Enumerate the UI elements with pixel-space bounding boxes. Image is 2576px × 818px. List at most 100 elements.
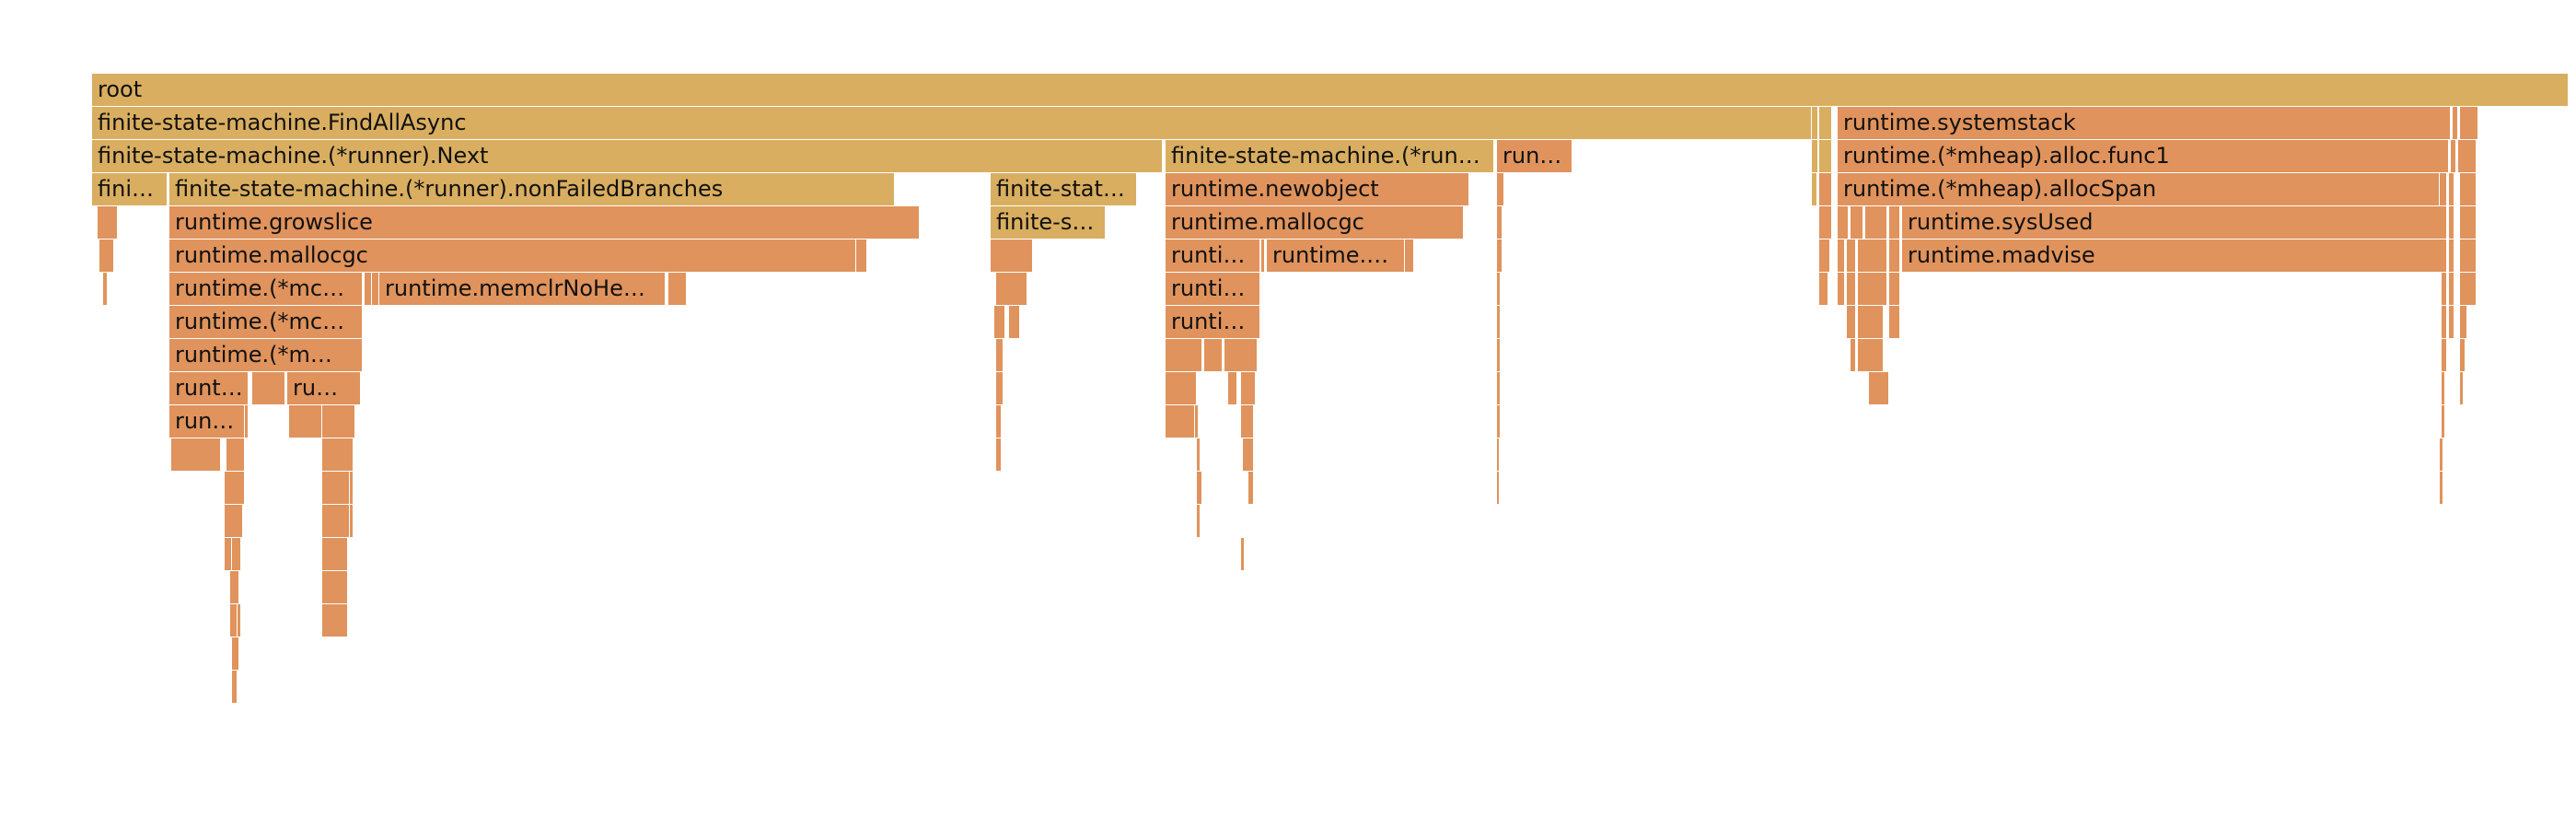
flame-frame[interactable] bbox=[1838, 206, 1849, 239]
flame-frame[interactable]: finite-stat… bbox=[991, 173, 1137, 205]
flame-frame[interactable]: run… bbox=[169, 405, 245, 438]
flame-frame[interactable] bbox=[1241, 372, 1256, 404]
flame-frame[interactable]: run… bbox=[1497, 140, 1572, 172]
flame-frame[interactable]: runtime.memclrNoHe… bbox=[379, 273, 666, 305]
flame-frame[interactable] bbox=[2458, 140, 2477, 172]
flame-frame[interactable] bbox=[365, 273, 372, 305]
flame-frame[interactable] bbox=[99, 240, 114, 272]
flame-frame[interactable] bbox=[2460, 339, 2466, 371]
flame-frame[interactable]: runtime.(*mc… bbox=[169, 306, 363, 338]
flame-frame[interactable] bbox=[171, 438, 221, 471]
flame-frame[interactable] bbox=[1497, 438, 1500, 471]
flame-frame[interactable]: finite-state-machine.(*runner).Next bbox=[92, 140, 1163, 172]
flame-frame[interactable] bbox=[1497, 472, 1500, 504]
flame-frame[interactable] bbox=[996, 273, 1027, 305]
flame-frame[interactable] bbox=[289, 405, 322, 438]
flame-frame[interactable] bbox=[225, 505, 243, 537]
flame-frame[interactable] bbox=[2460, 306, 2467, 338]
flame-frame[interactable]: root bbox=[92, 74, 2569, 106]
flame-frame[interactable] bbox=[996, 372, 1004, 404]
flame-frame[interactable] bbox=[1497, 405, 1501, 438]
flame-frame[interactable] bbox=[232, 671, 238, 703]
flame-frame[interactable] bbox=[1819, 107, 1832, 139]
flame-frame[interactable] bbox=[996, 438, 1002, 471]
flame-frame[interactable]: runtime.growslice bbox=[169, 206, 920, 239]
flame-frame[interactable]: finite-state-machine.(*runner).nonFailed… bbox=[169, 173, 895, 205]
flame-frame[interactable] bbox=[2440, 206, 2447, 239]
flame-frame[interactable] bbox=[322, 438, 354, 471]
flame-frame[interactable] bbox=[252, 372, 285, 404]
flame-frame[interactable] bbox=[2442, 306, 2447, 338]
flame-frame[interactable]: runtime.systemstack bbox=[1838, 107, 2451, 139]
flame-frame[interactable] bbox=[1847, 273, 1856, 305]
flame-frame[interactable] bbox=[1497, 339, 1501, 371]
flame-frame[interactable] bbox=[1847, 306, 1856, 338]
flame-frame[interactable] bbox=[2440, 240, 2447, 272]
flame-frame[interactable] bbox=[1858, 339, 1884, 371]
flame-frame[interactable] bbox=[2442, 372, 2445, 404]
flame-frame[interactable] bbox=[1819, 206, 1832, 239]
flame-frame[interactable] bbox=[2460, 206, 2477, 239]
flame-frame[interactable] bbox=[994, 306, 1005, 338]
flame-frame[interactable] bbox=[1847, 240, 1856, 272]
flame-frame[interactable] bbox=[1241, 538, 1245, 570]
flame-frame[interactable] bbox=[1405, 240, 1414, 272]
flame-frame[interactable] bbox=[1497, 173, 1504, 205]
flame-frame[interactable]: runtime.madvise bbox=[1902, 240, 2441, 272]
flame-frame[interactable] bbox=[2442, 405, 2445, 438]
flame-frame[interactable]: runtime.mallocgc bbox=[1166, 206, 1464, 239]
flame-frame[interactable] bbox=[1166, 372, 1197, 404]
flame-frame[interactable] bbox=[2442, 339, 2447, 371]
flame-frame[interactable] bbox=[2442, 273, 2447, 305]
flame-frame[interactable] bbox=[232, 637, 239, 670]
flame-frame[interactable] bbox=[1497, 306, 1501, 338]
flame-frame[interactable] bbox=[322, 571, 348, 603]
flame-frame[interactable] bbox=[230, 604, 238, 637]
flame-frame[interactable]: runtime.(*mheap).allocSpan bbox=[1838, 173, 2440, 205]
flame-frame[interactable] bbox=[1812, 140, 1818, 172]
flame-frame[interactable] bbox=[1228, 372, 1237, 404]
flame-frame[interactable] bbox=[1889, 306, 1900, 338]
flame-frame[interactable] bbox=[245, 405, 249, 438]
flame-frame[interactable] bbox=[1889, 206, 1900, 239]
flame-frame[interactable] bbox=[1851, 339, 1856, 371]
flame-frame[interactable] bbox=[2453, 107, 2458, 139]
flame-frame[interactable] bbox=[2440, 438, 2443, 471]
flame-frame[interactable] bbox=[2449, 206, 2454, 239]
flame-frame[interactable] bbox=[1224, 339, 1258, 371]
flame-frame[interactable]: fini… bbox=[92, 173, 168, 205]
flame-frame[interactable]: runtime.(*m… bbox=[169, 339, 363, 371]
flame-frame[interactable] bbox=[996, 339, 1004, 371]
flame-frame[interactable]: runti… bbox=[1166, 273, 1260, 305]
flame-frame[interactable] bbox=[1838, 240, 1845, 272]
flame-frame[interactable] bbox=[1858, 273, 1887, 305]
flame-frame[interactable] bbox=[2440, 173, 2447, 205]
flame-frame[interactable] bbox=[1166, 405, 1195, 438]
flame-frame[interactable] bbox=[1497, 206, 1503, 239]
flame-frame[interactable] bbox=[2460, 273, 2477, 305]
flame-frame[interactable] bbox=[1197, 472, 1202, 504]
flame-frame[interactable] bbox=[1889, 273, 1900, 305]
flame-frame[interactable] bbox=[322, 472, 350, 504]
flame-frame[interactable]: runtime.sysUsed bbox=[1902, 206, 2441, 239]
flame-frame[interactable] bbox=[2451, 140, 2456, 172]
flame-frame[interactable] bbox=[1819, 240, 1830, 272]
flame-frame[interactable] bbox=[103, 273, 108, 305]
flame-frame[interactable] bbox=[232, 538, 241, 570]
flame-frame[interactable] bbox=[2449, 273, 2454, 305]
flame-frame[interactable]: finite-state-machine.(*run… bbox=[1166, 140, 1494, 172]
flame-frame[interactable] bbox=[1166, 339, 1202, 371]
flame-frame[interactable] bbox=[2460, 240, 2477, 272]
flame-frame[interactable] bbox=[2449, 306, 2454, 338]
flame-frame[interactable] bbox=[1497, 240, 1503, 272]
flame-frame[interactable] bbox=[322, 505, 350, 537]
flame-frame[interactable] bbox=[322, 538, 348, 570]
flame-frame[interactable] bbox=[1838, 273, 1845, 305]
flame-frame[interactable] bbox=[226, 438, 245, 471]
flame-frame[interactable] bbox=[1261, 240, 1265, 272]
flame-frame[interactable]: runtime.mallocgc bbox=[169, 240, 841, 272]
flame-frame[interactable] bbox=[372, 273, 379, 305]
flame-frame[interactable] bbox=[1243, 438, 1254, 471]
flame-frame[interactable] bbox=[1858, 306, 1884, 338]
flame-frame[interactable] bbox=[2440, 472, 2443, 504]
